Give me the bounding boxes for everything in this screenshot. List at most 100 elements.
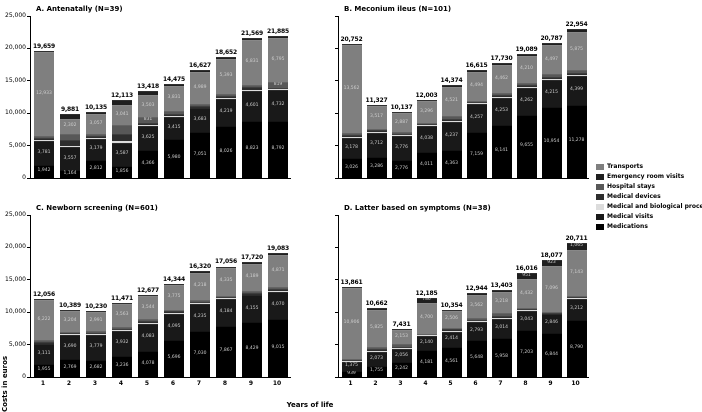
panel-newborn-screening: C. Newborn screening (N=601) 0 5,000 10,00…: [2, 202, 302, 387]
segment-devices: [190, 301, 210, 304]
bar-total-label: 12,944: [465, 285, 488, 293]
stacked-bar: 11,278 4,399 5,875: [566, 29, 587, 178]
segment-proc: [341, 136, 362, 138]
segment-trans: 3,218: [491, 291, 512, 313]
legend-swatch-proc: [596, 203, 604, 210]
x-tick-label: 4: [423, 380, 428, 387]
segment-proc: [391, 134, 412, 136]
segment-proc: [242, 89, 262, 92]
y-tick-label: 10,000: [5, 308, 26, 316]
segment-meds: 5,958: [491, 338, 512, 377]
bar-year-10: 22,954 11,278 4,399 5,875: [564, 16, 589, 178]
segment-stays: [60, 331, 80, 334]
segment-stays: [541, 74, 562, 77]
segment-devices: [366, 130, 387, 132]
bar-total-label: 17,730: [490, 55, 513, 63]
y-tick-mark: [335, 214, 339, 216]
segment-meds: 1,755: [366, 365, 387, 377]
stacked-bar: 5,696 4,095 3,775: [164, 284, 184, 377]
stacked-bar: 5,648 2,793 3,562: [466, 293, 487, 377]
segment-devices: [190, 105, 210, 108]
segment-trans: 6,795: [268, 38, 288, 83]
segment-meds: 1,942: [34, 165, 54, 178]
legend-swatch-visits: [596, 213, 604, 220]
segment-er: [341, 43, 362, 46]
segment-visits: 4,601: [242, 91, 262, 121]
segment-er: [112, 302, 132, 304]
segment-visits: 3,776: [391, 135, 412, 161]
bar-year-9: 18,077 6,844 2,846 7,096 923: [539, 215, 564, 377]
segment-stays: [541, 311, 562, 313]
segment-meds: 11,278: [566, 104, 587, 178]
panel-meconium-ileus: B. Meconium ileus (N=101) 20,752 3,026 3,1…: [306, 3, 606, 179]
y-tick-mark: [335, 112, 339, 114]
segment-meds: 7,867: [216, 326, 236, 377]
segment-visits: 3,212: [566, 299, 587, 321]
bar-year-8: 19,089 9,655 4,262 4,210: [514, 16, 539, 178]
x-tick-label: 5: [144, 380, 150, 387]
bar-year-7: 17,730 8,141 4,253 4,462: [489, 16, 514, 178]
y-tick-label: 5,000: [8, 141, 26, 149]
segment-meds: 9,015: [268, 318, 288, 377]
stacked-bar: 1,755 2,073 5,825: [366, 307, 387, 377]
segment-visits: 2,414: [441, 331, 462, 348]
segment-devices: [216, 95, 236, 98]
segment-trans: 4,335: [216, 267, 236, 296]
bar-year-10: 19,083 9,015 4,070 4,871: [265, 215, 291, 377]
segment-proc: [416, 335, 437, 337]
segment-devices: [138, 321, 158, 324]
segment-meds: 8,026: [216, 126, 236, 178]
stacked-bar: 4,181 2,140 4,700 786: [416, 298, 437, 377]
segment-proc: [566, 298, 587, 300]
segment-trans: 4,462: [491, 64, 512, 94]
segment-devices: [60, 333, 80, 335]
segment-devices: [566, 72, 587, 76]
segment-stays: [86, 133, 106, 137]
segment-meds: 2,682: [86, 359, 106, 377]
segment-trans: 4,432: [516, 279, 537, 309]
segment-proc: [138, 125, 158, 127]
segment-stays: [391, 344, 412, 347]
segment-trans: 2,991: [86, 312, 106, 332]
segment-visits: 3,415: [164, 117, 184, 140]
legend-item: Transports: [596, 163, 702, 170]
x-axis-title: Years of life: [286, 401, 334, 409]
segment-er: [190, 70, 210, 72]
bar-total-label: 21,885: [267, 28, 289, 36]
segment-er: [34, 298, 54, 301]
y-tick-mark: [335, 376, 339, 378]
segment-er: [86, 310, 106, 312]
stacked-bar: 4,561 2,414 2,506: [441, 309, 462, 377]
segment-er: [391, 112, 412, 114]
segment-trans: 3,517: [366, 105, 387, 129]
y-tick-mark: [335, 15, 339, 17]
segment-er: [216, 266, 236, 268]
segment-trans: 10,906: [341, 288, 362, 359]
segment-meds: 6,844: [541, 332, 562, 377]
bar-year-2: 11,327 3,286 3,712 3,517: [364, 16, 389, 178]
stacked-bar: 9,655 4,262 4,210: [516, 54, 537, 178]
bar-year-7: 16,627 7,051 3,683 4,989: [187, 16, 213, 178]
segment-er: 951: [516, 273, 537, 280]
segment-stays: [60, 133, 80, 141]
segment-visits: 3,712: [366, 132, 387, 157]
segment-devices: [416, 124, 437, 126]
segment-er: [86, 112, 106, 115]
segment-trans: 7,143: [566, 249, 587, 296]
bar-year-3: 7,431 2,242 2,056 2,153: [389, 215, 414, 377]
y-tick-mark: [27, 246, 31, 248]
x-tick-label: 8: [523, 380, 528, 387]
legend-label: Transports: [607, 163, 644, 170]
x-tick-label: 5: [448, 380, 453, 387]
y-tick-mark: [27, 344, 31, 346]
x-axis-ticks: 1 2 3 4 5 6 7 8 9 10: [338, 380, 588, 387]
bar-year-10: 20,711 8,790 3,212 7,143 1,065: [564, 215, 589, 377]
y-tick-mark: [335, 279, 339, 281]
segment-proc: [366, 351, 387, 353]
segment-er: [216, 57, 236, 59]
stacked-bar: 9,015 4,070 4,871: [268, 253, 288, 377]
stacked-bar: 8,429 4,155 4,189: [242, 262, 262, 377]
x-tick-label: 4: [118, 380, 124, 387]
segment-stays: [516, 83, 537, 86]
segment-stays: 831: [138, 117, 158, 123]
